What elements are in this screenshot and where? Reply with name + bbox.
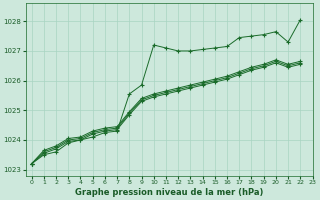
X-axis label: Graphe pression niveau de la mer (hPa): Graphe pression niveau de la mer (hPa) [75, 188, 263, 197]
